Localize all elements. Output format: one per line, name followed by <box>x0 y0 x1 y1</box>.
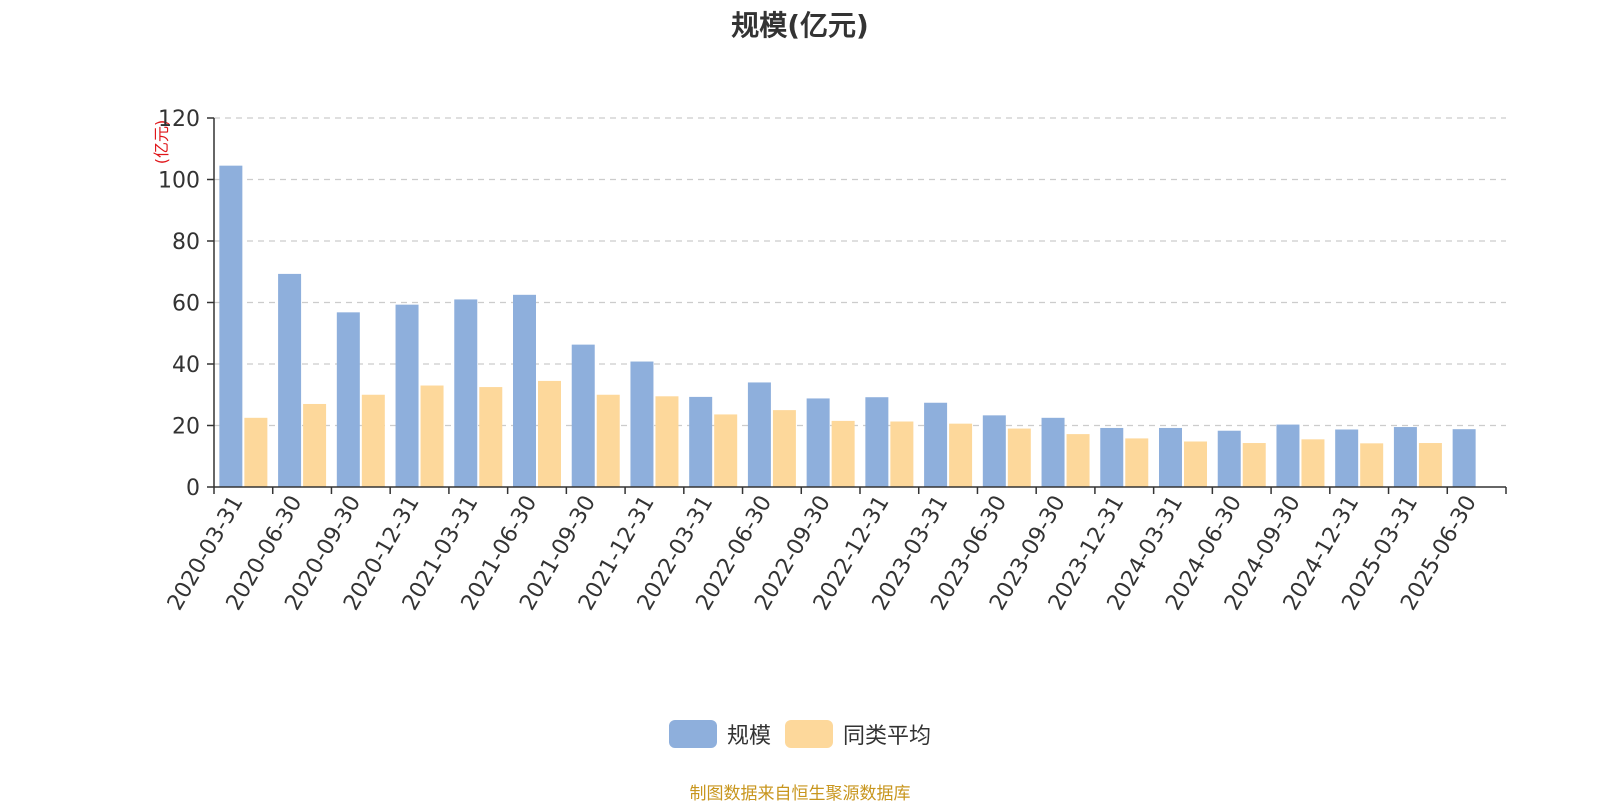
bar-peer-average <box>479 387 503 487</box>
bar-scale <box>689 396 713 487</box>
bar-scale <box>336 312 360 487</box>
bar-peer-average <box>714 414 738 487</box>
bar-peer-average <box>772 410 796 487</box>
legend-item-scale[interactable]: 规模 <box>668 718 771 750</box>
bar-peer-average <box>1007 428 1031 487</box>
bar-scale <box>219 165 243 487</box>
bar-scale <box>1335 429 1359 487</box>
legend-item-peer-average[interactable]: 同类平均 <box>785 718 931 750</box>
y-tick-label: 80 <box>172 230 200 255</box>
bar-peer-average <box>420 385 444 487</box>
bar-scale <box>571 344 595 487</box>
bar-peer-average <box>1360 443 1384 487</box>
y-tick-label: 20 <box>172 415 200 440</box>
bar-scale <box>865 397 889 487</box>
y-tick-label: 0 <box>186 476 200 501</box>
bar-scale <box>1217 430 1241 487</box>
y-tick-label: 40 <box>172 353 200 378</box>
bar-peer-average <box>361 394 385 487</box>
legend: 规模 同类平均 <box>0 718 1600 750</box>
bar-scale <box>513 294 536 487</box>
bar-scale <box>806 398 830 487</box>
bar-peer-average <box>303 403 327 487</box>
bar-peer-average <box>1418 443 1442 487</box>
bar-peer-average <box>831 420 855 487</box>
bar-scale <box>1276 424 1300 487</box>
bar-scale <box>278 273 302 487</box>
bar-scale <box>1041 417 1065 487</box>
bar-peer-average <box>1301 439 1325 487</box>
bar-scale <box>747 382 771 487</box>
bar-scale <box>630 361 654 487</box>
bar-scale <box>1452 429 1476 487</box>
bar-peer-average <box>949 423 973 487</box>
bar-peer-average <box>1125 438 1149 487</box>
legend-label-scale: 规模 <box>726 724 771 749</box>
chart-title: 规模(亿元) <box>731 9 869 42</box>
bar-scale <box>454 299 478 487</box>
bar-peer-average <box>1242 443 1266 487</box>
bar-peer-average <box>655 396 679 487</box>
bar-scale <box>924 402 948 487</box>
legend-swatch-scale <box>668 720 717 748</box>
bar-scale <box>1393 427 1417 487</box>
bar-peer-average <box>1066 434 1090 487</box>
bar-peer-average <box>1184 441 1207 487</box>
source-note: 制图数据来自恒生聚源数据库 <box>689 784 911 804</box>
y-tick-label: 120 <box>158 107 200 132</box>
bar-scale <box>982 415 1006 487</box>
bar-scale <box>395 304 419 487</box>
bar-peer-average <box>596 394 620 487</box>
bar-scale <box>1100 427 1124 487</box>
bar-peer-average <box>538 380 561 487</box>
bar-peer-average <box>244 417 268 487</box>
legend-label-peer-average: 同类平均 <box>843 724 932 749</box>
y-tick-label: 60 <box>172 292 200 317</box>
y-tick-label: 100 <box>158 169 200 194</box>
bar-peer-average <box>890 421 914 487</box>
bar-scale <box>1159 427 1182 487</box>
legend-swatch-peer-average <box>785 720 833 748</box>
